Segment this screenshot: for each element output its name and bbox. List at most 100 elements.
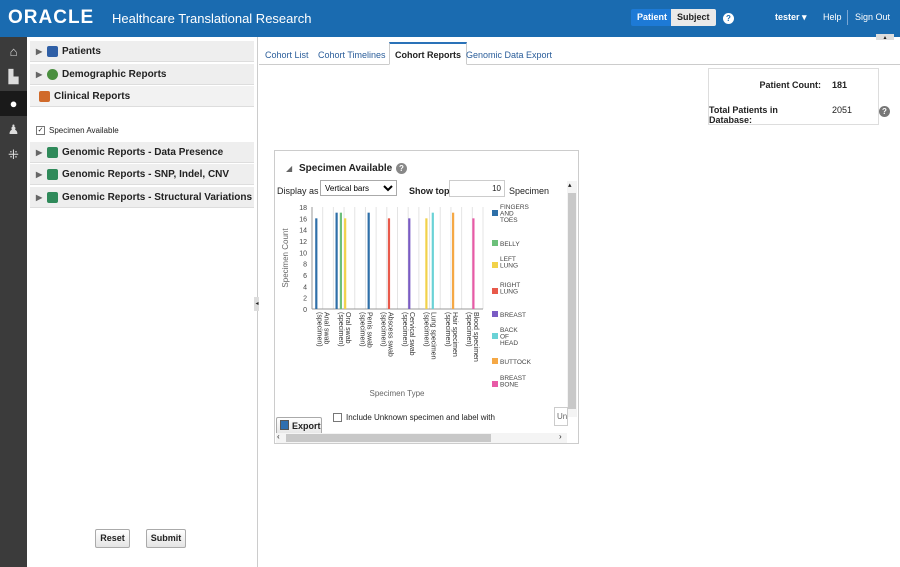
legend-label: FINGERS AND TOES xyxy=(500,204,530,224)
specimen-available-label: Specimen Available xyxy=(49,126,119,135)
export-icon xyxy=(280,420,289,430)
patient-count-value: 181 xyxy=(832,80,848,90)
x-tick-label: Anal swab(specimen) xyxy=(316,312,330,347)
include-unknown-label: Include Unknown specimen and label with xyxy=(346,413,495,422)
specimen-available-checkbox[interactable]: ✓ xyxy=(36,126,45,135)
total-patients-label: Total Patients in Database: xyxy=(709,105,778,125)
submit-button[interactable]: Submit xyxy=(146,529,186,548)
x-tick-label: Hair specimen(specimen) xyxy=(444,312,458,357)
show-top-input[interactable]: 10 xyxy=(449,180,505,197)
genomic-icon xyxy=(47,192,58,203)
legend-swatch xyxy=(492,262,498,268)
x-tick-label: Penis swab(specimen) xyxy=(358,312,372,348)
bar[interactable] xyxy=(344,218,347,309)
total-patients-value: 2051 xyxy=(832,105,853,115)
clinical-icon xyxy=(39,91,50,102)
section-genomic-data-presence[interactable]: ▶ Genomic Reports - Data Presence xyxy=(30,142,254,163)
section-clinical-reports[interactable]: Clinical Reports xyxy=(30,86,254,107)
horizontal-scroll-thumb[interactable] xyxy=(286,434,491,442)
home-icon[interactable]: ⌂ xyxy=(9,44,18,59)
panel-vertical-scrollbar[interactable]: ▴ xyxy=(567,181,577,417)
expand-icon: ▶ xyxy=(36,170,43,179)
panel-help-icon[interactable]: ? xyxy=(396,163,407,174)
subject-toggle-button[interactable]: Subject xyxy=(671,9,716,26)
bar[interactable] xyxy=(339,212,342,309)
patients-icon xyxy=(47,46,58,57)
oracle-logo: ORACLE xyxy=(8,7,95,28)
header-help-icon[interactable]: ? xyxy=(723,13,734,24)
y-tick-label: 14 xyxy=(299,228,307,235)
y-tick-label: 16 xyxy=(299,216,307,223)
legend-label: BUTTOCK xyxy=(500,359,532,366)
bar[interactable] xyxy=(452,212,455,309)
y-tick-label: 12 xyxy=(299,239,307,246)
bar[interactable] xyxy=(387,218,391,309)
scroll-up-icon[interactable]: ▴ xyxy=(568,182,572,189)
tab-cohort-reports[interactable]: Cohort Reports xyxy=(389,42,467,65)
legend-label: BREAST xyxy=(500,312,526,319)
genomic-icon xyxy=(47,169,58,180)
user-name: tester xyxy=(775,12,800,22)
section-genomic-structural[interactable]: ▶ Genomic Reports - Structural Variation… xyxy=(30,187,254,208)
cohort-icon[interactable]: ● xyxy=(0,91,27,116)
y-tick-label: 8 xyxy=(303,262,307,269)
patient-toggle-button[interactable]: Patient xyxy=(631,9,674,26)
tab-cohort-timelines[interactable]: Cohort Timelines xyxy=(318,50,386,60)
query-sidebar: ▶ Patients ▶ Demographic Reports Clinica… xyxy=(27,37,258,567)
display-as-label: Display as xyxy=(277,186,319,196)
panel-title: Specimen Available xyxy=(299,163,393,174)
bar[interactable] xyxy=(425,218,428,309)
show-top-suffix: Specimen xyxy=(509,186,550,196)
bar[interactable] xyxy=(315,218,318,309)
include-unknown-checkbox[interactable] xyxy=(333,413,342,422)
section-label: Clinical Reports xyxy=(54,91,131,102)
dna-icon[interactable]: ⁜ xyxy=(8,147,19,162)
scroll-left-icon[interactable]: ‹ xyxy=(277,432,280,441)
vertical-scroll-thumb[interactable] xyxy=(568,193,576,409)
x-tick-label: Oral swab(specimen) xyxy=(337,312,351,347)
chart-area: 0 2 4 6 8 10 12 14 16 18 Specimen Count Specimen Ty… xyxy=(276,198,568,405)
specimen-report-panel: ◢ Specimen Available ? Display as Vertic… xyxy=(274,150,579,444)
export-label: Export xyxy=(292,421,321,431)
user-menu[interactable]: tester ▾ xyxy=(775,12,807,23)
bar[interactable] xyxy=(335,212,338,309)
signout-link[interactable]: Sign Out xyxy=(855,12,891,22)
reset-button[interactable]: Reset xyxy=(95,529,130,548)
legend-label: RIGHT LUNG xyxy=(500,282,520,296)
panel-horizontal-scrollbar[interactable]: ‹ › xyxy=(276,432,567,443)
person-icon[interactable]: ♟ xyxy=(7,122,20,137)
expand-icon: ▶ xyxy=(36,47,43,56)
collapse-header-icon[interactable]: ▴ xyxy=(876,34,894,41)
export-button[interactable]: Export xyxy=(276,417,322,436)
bar[interactable] xyxy=(367,212,370,309)
y-tick-label: 0 xyxy=(303,307,307,314)
collapse-panel-icon[interactable]: ◢ xyxy=(286,164,293,173)
unknown-label-input[interactable]: Un xyxy=(554,407,568,426)
stats-help-icon[interactable]: ? xyxy=(879,106,890,117)
building-icon[interactable]: ▙ xyxy=(8,69,19,84)
x-tick-label: Cervical swab(specimen) xyxy=(401,312,415,356)
x-tick-label: Blood specimen(specimen) xyxy=(465,312,479,362)
section-genomic-snp[interactable]: ▶ Genomic Reports - SNP, Indel, CNV xyxy=(30,164,254,185)
tab-genomic-data-export[interactable]: Genomic Data Export xyxy=(466,50,553,60)
bar[interactable] xyxy=(431,212,434,309)
header-divider xyxy=(847,10,848,25)
legend-label: LEFT LUNG xyxy=(500,256,518,270)
y-tick-label: 4 xyxy=(303,284,307,291)
app-header: ORACLE Healthcare Translational Research… xyxy=(0,0,900,37)
legend-swatch xyxy=(492,288,498,294)
bar[interactable] xyxy=(408,218,411,309)
display-as-select[interactable]: Vertical bars xyxy=(320,180,397,196)
help-link[interactable]: Help xyxy=(823,12,842,22)
specimen-bar-chart: 0 2 4 6 8 10 12 14 16 18 Specimen Count Specimen Ty… xyxy=(281,204,532,398)
x-tick-label: Lung specimen(specimen) xyxy=(422,312,436,360)
show-top-label: Show top xyxy=(409,186,450,196)
tab-cohort-list[interactable]: Cohort List xyxy=(265,50,309,60)
x-tick-label: Abscess swab(specimen) xyxy=(380,312,394,357)
legend-swatch xyxy=(492,381,498,387)
section-demographic-reports[interactable]: ▶ Demographic Reports xyxy=(30,64,254,85)
bar[interactable] xyxy=(472,218,475,309)
scroll-right-icon[interactable]: › xyxy=(559,432,562,441)
section-patients[interactable]: ▶ Patients xyxy=(30,41,254,62)
collapse-sidebar-handle[interactable]: ◂ xyxy=(254,297,260,311)
